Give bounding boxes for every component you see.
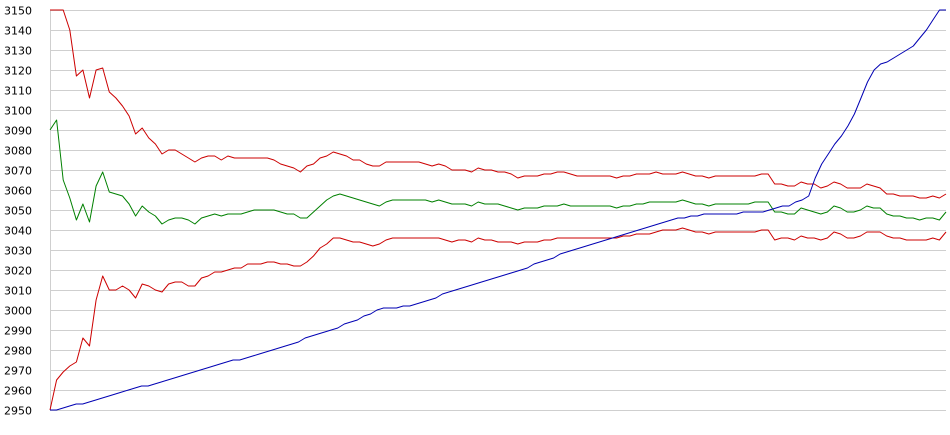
y-tick-label: 2960 (4, 385, 32, 398)
y-tick-label: 3040 (4, 225, 32, 238)
series-lines (49, 9, 947, 411)
y-tick-label: 3060 (4, 185, 32, 198)
y-tick-label: 3130 (4, 45, 32, 58)
series-line-1 (50, 9, 947, 199)
y-tick-label: 3140 (4, 25, 32, 38)
series-line-2 (49, 119, 947, 225)
y-tick-label: 3020 (4, 265, 32, 278)
y-tick-label: 3050 (4, 205, 32, 218)
series-line-4 (50, 9, 946, 411)
y-tick-label: 2950 (4, 405, 32, 418)
y-tick-label: 3100 (4, 105, 32, 118)
y-tick-label: 3030 (4, 245, 32, 258)
y-tick-label: 3080 (4, 145, 32, 158)
y-tick-label: 3110 (4, 85, 32, 98)
y-tick-label: 3070 (4, 165, 32, 178)
y-tick-label: 3150 (4, 5, 32, 18)
series-line-3 (49, 227, 947, 411)
y-tick-label: 3090 (4, 125, 32, 138)
y-tick-label: 2990 (4, 325, 32, 338)
y-tick-label: 3010 (4, 285, 32, 298)
y-tick-label: 2970 (4, 365, 32, 378)
y-tick-label: 3000 (4, 305, 32, 318)
y-tick-label: 3120 (4, 65, 32, 78)
y-axis-ticks: 2950 2960 2970 2980 2990 3000 3010 3020 3030 3040… (4, 5, 32, 418)
grid (50, 10, 946, 411)
y-tick-label: 2980 (4, 345, 32, 358)
